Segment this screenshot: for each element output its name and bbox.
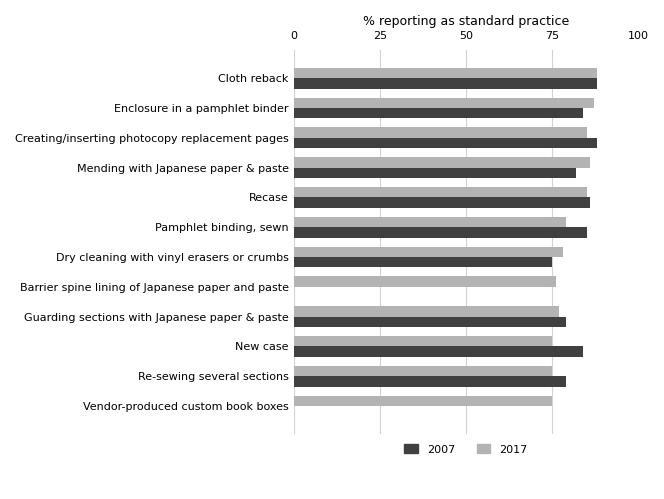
Bar xyxy=(293,78,597,89)
Bar xyxy=(293,346,583,357)
Bar xyxy=(293,127,587,138)
Bar xyxy=(293,376,566,387)
Bar xyxy=(293,168,576,178)
Bar xyxy=(293,276,556,287)
Bar xyxy=(293,138,597,148)
Bar xyxy=(293,97,594,108)
Bar xyxy=(293,227,587,238)
X-axis label: % reporting as standard practice: % reporting as standard practice xyxy=(363,15,569,28)
Bar xyxy=(293,257,552,267)
Bar xyxy=(293,198,590,208)
Bar xyxy=(293,396,552,406)
Bar xyxy=(293,366,552,376)
Bar xyxy=(293,217,566,227)
Bar xyxy=(293,316,566,327)
Bar xyxy=(293,157,590,168)
Bar xyxy=(293,108,583,118)
Bar xyxy=(293,247,562,257)
Bar xyxy=(293,306,559,316)
Bar xyxy=(293,187,587,198)
Bar xyxy=(293,336,552,346)
Legend: 2007, 2017: 2007, 2017 xyxy=(400,440,532,459)
Bar xyxy=(293,68,597,78)
